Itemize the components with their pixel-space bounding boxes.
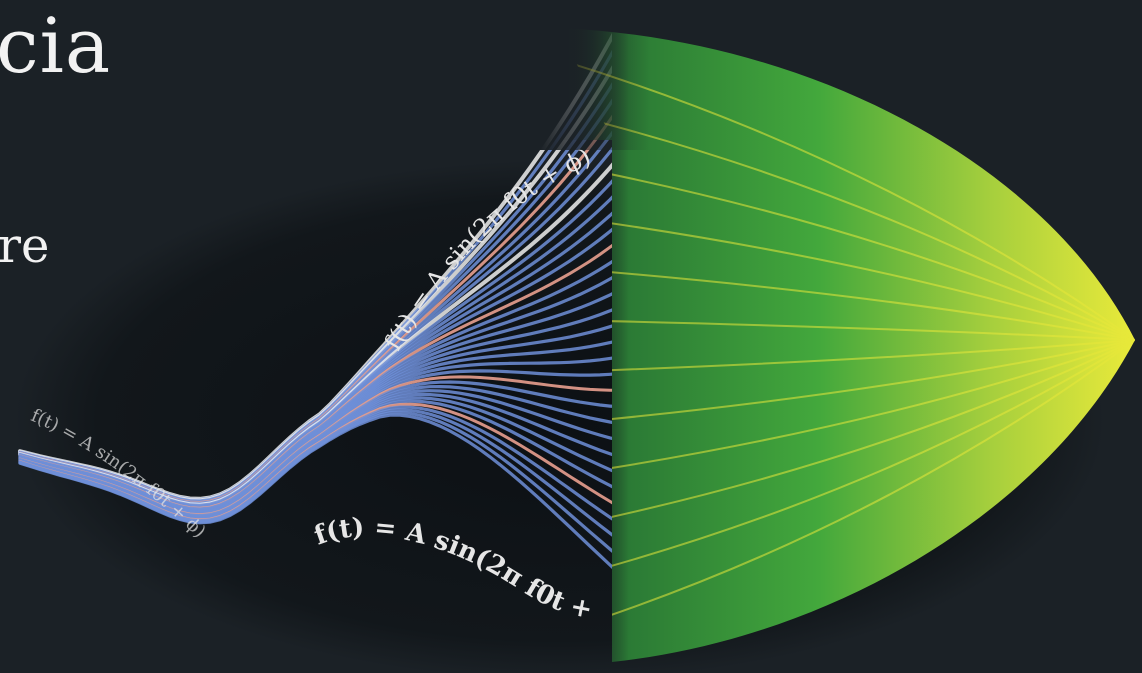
- meridian-line: [560, 339, 1135, 373]
- meridian-line: [560, 339, 1135, 633]
- half-ellipsoid: [540, 20, 1135, 662]
- meridian-line: [560, 319, 1135, 341]
- meridian-line: [560, 163, 1135, 341]
- wave-ribbons: [18, 32, 612, 570]
- meridian-line: [560, 339, 1135, 425]
- title-fragment: cia: [0, 1, 112, 90]
- subtitle-fragment: re: [0, 218, 50, 274]
- meridian-line: [560, 215, 1135, 341]
- meridian-line: [560, 339, 1135, 529]
- meridian-line: [560, 339, 1135, 581]
- ellipsoid-meridian-lines: [560, 59, 1135, 633]
- wave-line: [18, 413, 612, 570]
- meridian-line: [560, 267, 1135, 341]
- meridian-line: [560, 339, 1135, 477]
